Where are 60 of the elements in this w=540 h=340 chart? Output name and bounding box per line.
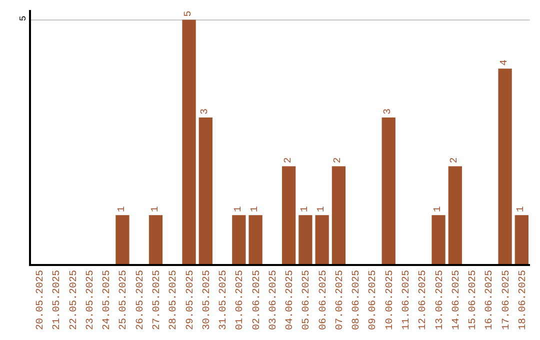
x-tick-label: 30.05.2025 — [202, 270, 213, 330]
data-label: 1 — [233, 206, 244, 212]
x-tick-label: 28.05.2025 — [168, 270, 180, 330]
x-tick-label: 10.06.2025 — [384, 270, 396, 330]
x-tick-label: 04.06.2025 — [285, 270, 296, 330]
data-label: 1 — [300, 206, 311, 212]
data-label: 1 — [116, 206, 128, 212]
bar — [232, 215, 246, 264]
x-tick-label: 29.05.2025 — [185, 270, 196, 330]
bar — [498, 68, 512, 264]
bar — [248, 215, 262, 264]
data-label: 2 — [450, 157, 461, 164]
x-tick-label: 23.05.2025 — [85, 270, 96, 330]
data-label: 1 — [433, 206, 444, 212]
x-tick-label: 01.06.2025 — [235, 270, 246, 330]
x-tick-label: 03.06.2025 — [268, 270, 280, 330]
x-tick-label: 21.05.2025 — [52, 270, 64, 330]
x-tick-label: 16.06.2025 — [484, 270, 496, 330]
data-label: 2 — [283, 157, 294, 164]
data-label: 1 — [516, 206, 528, 212]
x-tick-label: 20.05.2025 — [36, 270, 47, 330]
bar — [182, 20, 196, 264]
bar — [198, 117, 212, 264]
x-tick-label: 02.06.2025 — [252, 270, 263, 330]
x-tick-label: 09.06.2025 — [368, 270, 380, 330]
x-tick-label: 14.06.2025 — [451, 270, 462, 330]
bar — [514, 215, 528, 264]
bar — [315, 215, 329, 264]
x-tick-label: 13.06.2025 — [434, 270, 446, 330]
x-tick-label: 24.05.2025 — [102, 270, 114, 330]
bar — [116, 215, 130, 264]
x-tick-label: 07.06.2025 — [334, 270, 346, 330]
data-label: 1 — [316, 206, 328, 212]
x-tick-label: 25.05.2025 — [118, 270, 130, 330]
bar — [432, 215, 446, 264]
x-tick-label: 27.05.2025 — [152, 270, 163, 330]
x-tick-label: 06.06.2025 — [318, 270, 330, 330]
data-label: 5 — [184, 10, 195, 17]
bar — [298, 215, 312, 264]
x-tick-label: 26.05.2025 — [135, 270, 146, 330]
x-tick-label: 11.06.2025 — [402, 270, 412, 330]
data-label: 2 — [333, 157, 344, 164]
x-tick-label: 05.06.2025 — [302, 270, 313, 330]
data-label: 3 — [200, 108, 212, 114]
bar — [148, 215, 163, 264]
bar — [382, 117, 396, 264]
data-label: 4 — [500, 60, 511, 66]
x-tick-label: 31.05.2025 — [218, 270, 230, 330]
bar — [448, 166, 462, 264]
x-tick-label: 22.05.2025 — [68, 270, 80, 330]
x-tick-label: 08.06.2025 — [352, 270, 363, 330]
bar — [282, 166, 296, 264]
x-tick-label: 17.06.2025 — [501, 270, 512, 330]
x-tick-label: 12.06.2025 — [418, 270, 430, 330]
data-label: 3 — [383, 108, 394, 114]
bar — [332, 166, 346, 264]
x-tick-label: 18.06.2025 — [518, 270, 529, 330]
data-label: 1 — [250, 206, 262, 212]
data-label: 1 — [150, 206, 162, 212]
x-tick-label: 15.06.2025 — [468, 270, 480, 330]
